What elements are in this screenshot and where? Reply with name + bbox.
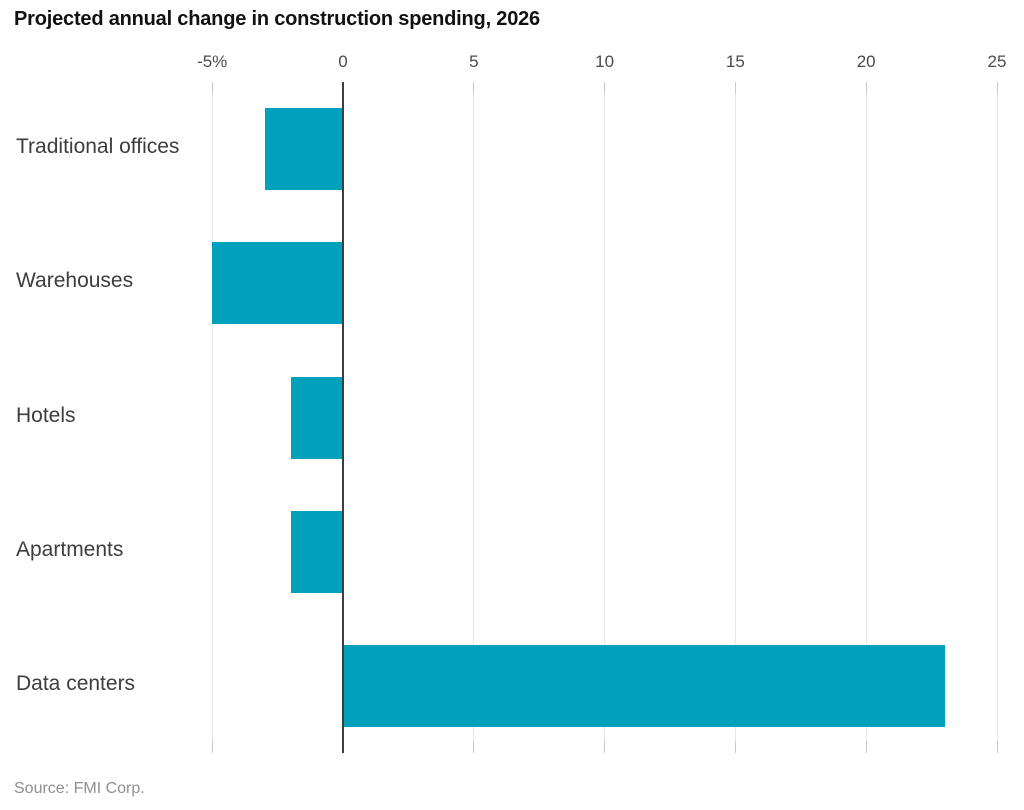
category-label-traditional-offices: Traditional offices bbox=[16, 135, 180, 159]
x-axis-tick-label: 20 bbox=[856, 52, 876, 71]
category-label-apartments: Apartments bbox=[16, 537, 124, 561]
axis-tick-top-10 bbox=[604, 82, 606, 94]
category-label-hotels: Hotels bbox=[16, 403, 76, 427]
bar-traditional-offices bbox=[264, 108, 343, 191]
axis-tick-top--5 bbox=[211, 82, 213, 94]
axis-tick-bottom-15 bbox=[734, 741, 736, 753]
x-axis-tick-label: 25 bbox=[987, 52, 1007, 71]
axis-tick-bottom-5 bbox=[473, 741, 475, 753]
chart-title: Projected annual change in construction … bbox=[14, 8, 540, 30]
zero-baseline bbox=[342, 82, 344, 753]
bar-data-centers bbox=[343, 644, 945, 727]
x-axis-tick-label: 10 bbox=[595, 52, 615, 71]
axis-tick-top-25 bbox=[996, 82, 998, 94]
gridline-25 bbox=[996, 82, 998, 753]
axis-tick-top-15 bbox=[734, 82, 736, 94]
axis-tick-bottom-25 bbox=[996, 741, 998, 753]
bar-apartments bbox=[290, 510, 343, 593]
axis-tick-bottom-10 bbox=[604, 741, 606, 753]
axis-tick-bottom-20 bbox=[865, 741, 867, 753]
gridline-15 bbox=[734, 82, 736, 753]
x-axis-tick-label: 5 bbox=[469, 52, 479, 71]
gridline-10 bbox=[604, 82, 606, 753]
gridline-20 bbox=[865, 82, 867, 753]
axis-tick-top-20 bbox=[865, 82, 867, 94]
gridline-5 bbox=[473, 82, 475, 753]
gridline--5 bbox=[211, 82, 213, 753]
category-label-warehouses: Warehouses bbox=[16, 269, 134, 293]
axis-tick-top-5 bbox=[473, 82, 475, 94]
bar-hotels bbox=[290, 376, 343, 459]
x-axis-tick-label: 15 bbox=[725, 52, 745, 71]
source-note: Source: FMI Corp. bbox=[14, 780, 145, 797]
axis-tick-bottom--5 bbox=[211, 741, 213, 753]
x-axis-tick-label: -5% bbox=[197, 52, 228, 71]
category-label-data-centers: Data centers bbox=[16, 671, 136, 695]
bar-warehouses bbox=[212, 242, 343, 325]
x-axis-tick-label: 0 bbox=[338, 52, 348, 71]
